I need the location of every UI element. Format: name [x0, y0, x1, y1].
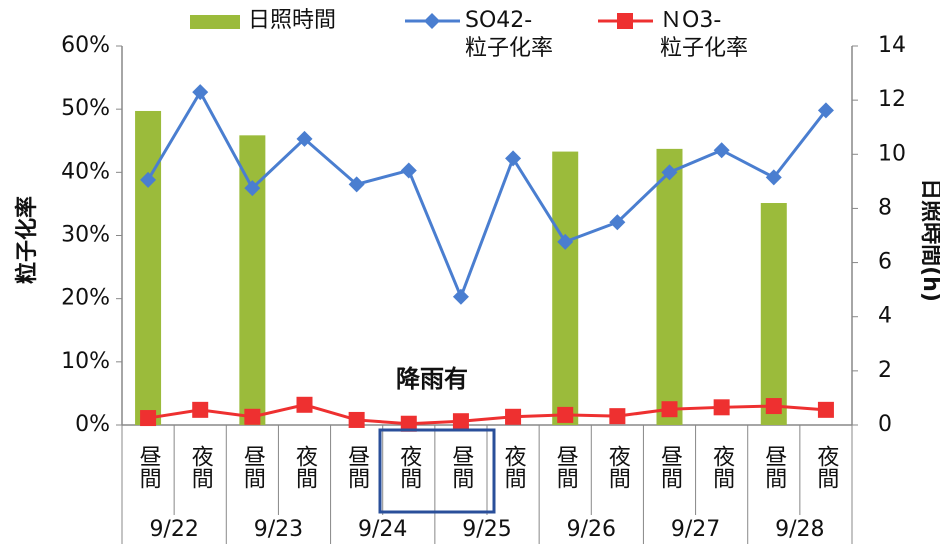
legend-label: SO42- 粒子化率: [465, 8, 554, 61]
x-tick-label: 夜間: [813, 445, 839, 489]
y-axis-label: 粒子化率: [14, 196, 40, 284]
x-tick-label: 昼間: [448, 445, 474, 489]
y2-tick-label: 0: [878, 412, 892, 437]
y-tick-label: 10%: [61, 349, 110, 374]
marker: [609, 408, 626, 425]
marker: [817, 401, 834, 418]
bar: [135, 110, 162, 425]
y-tick-label: 40%: [61, 159, 110, 184]
x-tick-label: 昼間: [761, 445, 787, 489]
x-tick-label: 昼間: [344, 445, 370, 489]
marker: [400, 415, 417, 432]
marker: [661, 401, 678, 418]
x-tick-label: 夜間: [501, 445, 527, 489]
legend-swatch: [190, 15, 240, 29]
marker: [400, 162, 417, 179]
date-group-label: 9/27: [671, 517, 720, 542]
date-group-label: 9/22: [149, 517, 198, 542]
date-group-label: 9/28: [775, 517, 824, 542]
date-group-label: 9/26: [567, 517, 616, 542]
x-tick-label: 昼間: [553, 445, 579, 489]
line: [146, 89, 828, 301]
x-tick-label: 夜間: [396, 445, 422, 489]
marker: [505, 408, 522, 425]
marker: [296, 130, 313, 147]
marker: [661, 164, 678, 181]
x-tick-label: 夜間: [292, 445, 318, 489]
annotation-box: [378, 428, 496, 514]
bar: [656, 148, 683, 425]
marker: [296, 396, 313, 413]
marker: [765, 398, 782, 415]
legend-label: 日照時間: [248, 8, 337, 33]
marker: [765, 169, 782, 186]
y2-tick-label: 8: [878, 195, 892, 220]
y2-tick-label: 6: [878, 250, 892, 275]
marker: [244, 408, 261, 425]
marker: [192, 84, 209, 101]
y2-tick-label: 12: [878, 87, 906, 112]
x-tick-label: 夜間: [605, 445, 631, 489]
marker: [557, 406, 574, 423]
y-tick-label: 20%: [61, 286, 110, 311]
marker: [452, 413, 469, 430]
y-tick-label: 60%: [61, 33, 110, 58]
y2-tick-label: 14: [878, 33, 906, 58]
y-tick-label: 30%: [61, 223, 110, 248]
marker: [244, 180, 261, 197]
marker: [713, 399, 730, 416]
date-group-label: 9/25: [462, 517, 511, 542]
date-group-label: 9/24: [358, 517, 407, 542]
marker: [609, 214, 626, 231]
legend-label: ＮO3- 粒子化率: [660, 8, 749, 61]
x-tick-label: 昼間: [657, 445, 683, 489]
marker: [348, 176, 365, 193]
legend-marker: [424, 13, 440, 29]
marker: [817, 102, 834, 119]
y2-tick-label: 4: [878, 304, 892, 329]
marker: [348, 411, 365, 428]
marker: [505, 150, 522, 167]
bar: [552, 151, 579, 426]
bar: [760, 203, 787, 425]
marker: [192, 401, 209, 418]
y2-axis-label: 日照時間(h): [918, 178, 940, 302]
legend-marker: [617, 13, 633, 29]
y-tick-label: 0%: [75, 412, 110, 437]
marker: [140, 171, 157, 188]
y-tick-label: 50%: [61, 96, 110, 121]
annotation: 降雨有: [396, 365, 468, 393]
marker: [713, 142, 730, 159]
line: [147, 403, 827, 426]
marker: [140, 410, 157, 427]
marker: [452, 288, 469, 305]
y2-tick-label: 2: [878, 358, 892, 383]
x-tick-label: 昼間: [136, 445, 162, 489]
marker: [557, 233, 574, 250]
y2-tick-label: 10: [878, 141, 906, 166]
x-tick-label: 夜間: [709, 445, 735, 489]
date-group-label: 9/23: [254, 517, 303, 542]
x-tick-label: 昼間: [240, 445, 266, 489]
x-tick-label: 夜間: [188, 445, 214, 489]
